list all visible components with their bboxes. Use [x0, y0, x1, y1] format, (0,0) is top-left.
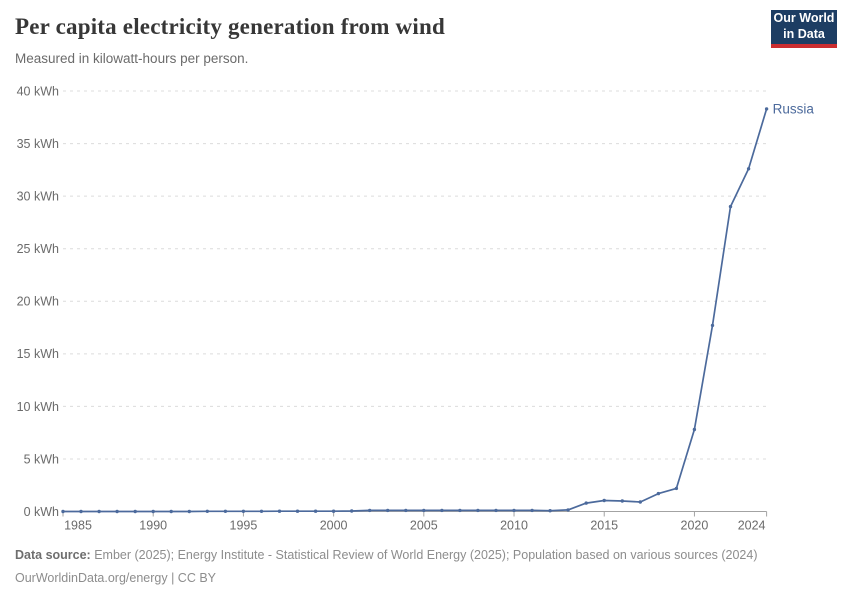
data-point: [764, 107, 769, 111]
data-point: [133, 509, 137, 514]
data-point: [277, 509, 282, 513]
x-tick-label: 1985: [64, 519, 92, 533]
y-tick-label: 5 kWh: [24, 452, 59, 466]
x-tick-label: 2015: [590, 519, 618, 533]
data-point: [241, 509, 246, 513]
data-point: [746, 167, 751, 171]
y-tick-label: 10 kWh: [17, 400, 59, 414]
x-tick-label: 2000: [320, 519, 348, 533]
y-tick-label: 20 kWh: [17, 295, 59, 309]
data-point: [548, 509, 552, 513]
data-point: [259, 509, 264, 513]
data-point: [602, 498, 606, 503]
data-source-label: Data source:: [15, 548, 91, 562]
x-tick-label: 2024: [738, 519, 766, 533]
owid-logo-line2: in Data: [783, 27, 825, 41]
data-point: [79, 509, 83, 514]
owid-logo-line1: Our World: [773, 11, 835, 26]
data-source-line: Data source: Ember (2025); Energy Instit…: [15, 544, 835, 567]
data-point: [61, 509, 65, 514]
data-point: [350, 509, 354, 513]
y-tick-label: 40 kWh: [17, 84, 59, 98]
y-tick-label: 0 kWh: [24, 505, 59, 519]
data-point: [404, 508, 408, 513]
data-point: [620, 499, 624, 503]
y-tick-label: 25 kWh: [17, 242, 59, 256]
data-point: [169, 509, 173, 514]
data-point: [584, 501, 588, 505]
data-point: [295, 509, 300, 513]
x-tick-label: 2010: [500, 519, 528, 533]
y-tick-label: 30 kWh: [17, 190, 59, 204]
data-point: [422, 508, 426, 513]
data-point: [476, 508, 480, 513]
data-point: [313, 509, 318, 513]
data-point: [440, 508, 444, 513]
data-point: [710, 323, 715, 328]
data-point: [494, 508, 498, 513]
data-point: [368, 508, 372, 513]
data-point: [638, 500, 642, 504]
chart-title: Per capita electricity generation from w…: [15, 14, 445, 39]
chart-subtitle: Measured in kilowatt-hours per person.: [15, 51, 249, 66]
data-point: [115, 509, 119, 514]
x-tick-label: 1995: [230, 519, 258, 533]
data-point: [674, 486, 679, 491]
data-point: [187, 509, 191, 514]
owid-logo: Our World in Data: [771, 10, 837, 48]
data-point: [151, 509, 155, 514]
data-point: [566, 508, 570, 512]
data-point: [223, 509, 228, 513]
data-point: [386, 508, 390, 513]
x-tick-label: 2020: [681, 519, 709, 533]
chart-footer: Data source: Ember (2025); Energy Instit…: [15, 544, 835, 589]
data-source-text: Ember (2025); Energy Institute - Statist…: [90, 548, 758, 562]
attribution-line: OurWorldinData.org/energy | CC BY: [15, 570, 217, 585]
data-point: [331, 509, 336, 513]
series-line-russia: [63, 108, 768, 513]
x-tick-label: 2005: [410, 519, 438, 533]
x-tick-label: 1990: [139, 519, 167, 533]
data-point: [512, 508, 516, 513]
y-tick-label: 35 kWh: [17, 137, 59, 151]
data-point: [692, 427, 697, 432]
entity-label-russia: Russia: [773, 101, 815, 116]
data-point: [728, 204, 733, 209]
data-point: [458, 508, 462, 513]
data-point: [656, 491, 661, 496]
y-tick-label: 15 kWh: [17, 347, 59, 361]
data-point: [530, 508, 534, 513]
data-point: [97, 509, 101, 514]
data-point: [205, 509, 209, 513]
